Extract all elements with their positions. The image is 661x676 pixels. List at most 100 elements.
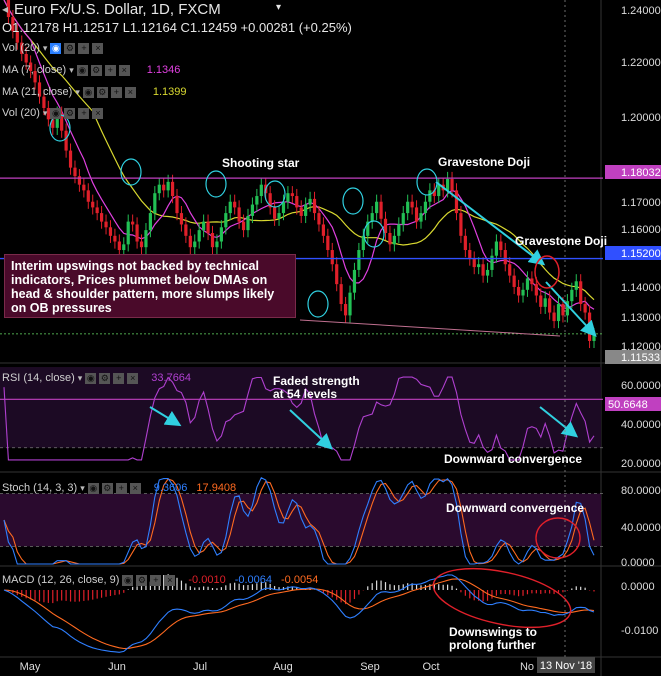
candle-body: [299, 207, 303, 216]
eye-icon[interactable]: ◉: [50, 42, 62, 54]
time-tick-label: No: [520, 661, 534, 673]
candle-body: [401, 213, 405, 225]
gear-icon[interactable]: ⚙: [136, 574, 148, 586]
gear-icon[interactable]: ⚙: [101, 482, 113, 494]
gear-icon[interactable]: ⚙: [96, 86, 108, 98]
close-icon[interactable]: ×: [164, 574, 176, 586]
close-icon[interactable]: ×: [92, 107, 104, 119]
candle-body: [20, 42, 24, 54]
symbol-title[interactable]: Euro Fx/U.S. Dollar, 1D, FXCM: [14, 1, 221, 18]
ma7-legend[interactable]: MA (7, close) ▾ ◉ ⚙ + × 1.1346: [2, 64, 180, 76]
rsi-marker-label: 50.6648: [608, 399, 648, 411]
plus-icon[interactable]: +: [150, 574, 162, 586]
chevron-down-icon[interactable]: ▾: [42, 107, 48, 118]
ma21-label: MA (21, close): [2, 86, 73, 98]
eye-icon[interactable]: ◉: [85, 372, 97, 384]
chevron-down-icon[interactable]: ▾: [69, 64, 74, 75]
candle-body: [534, 284, 538, 296]
rsi-marker-tag: [605, 397, 661, 411]
close-icon[interactable]: ×: [124, 86, 136, 98]
candle-body: [379, 201, 383, 219]
candle-body: [490, 255, 494, 270]
symbol-dropdown-icon[interactable]: ▾: [276, 2, 282, 13]
candle-body: [104, 221, 108, 228]
plus-icon[interactable]: +: [78, 107, 90, 119]
candle-body: [188, 235, 192, 248]
candle-body: [454, 190, 459, 214]
eye-icon[interactable]: ◉: [76, 64, 88, 76]
close-icon[interactable]: ×: [118, 64, 130, 76]
candle-body: [144, 230, 148, 248]
close-icon[interactable]: ×: [129, 482, 141, 494]
rsi-tick-label: 40.0000: [621, 419, 661, 431]
gear-icon[interactable]: ⚙: [99, 372, 111, 384]
candle-body: [512, 275, 516, 287]
macd-line-value: -0.0064: [234, 574, 272, 586]
pattern-circle: [307, 290, 329, 318]
chevron-down-icon[interactable]: ▾: [77, 372, 83, 383]
stoch-d-value: 17.9408: [196, 482, 237, 494]
chevron-down-icon[interactable]: ▾: [75, 86, 80, 97]
rsi-label: RSI (14, close): [2, 372, 75, 384]
candle-body: [281, 201, 286, 214]
eye-icon[interactable]: ◉: [122, 574, 134, 586]
chevron-down-icon[interactable]: ▾: [80, 482, 85, 493]
candle-body: [241, 221, 246, 231]
candle-body: [375, 201, 379, 214]
price-marker-tag: [605, 246, 661, 260]
candle-body: [574, 281, 578, 290]
cursor-date-label: 13 Nov '18: [540, 660, 592, 672]
stoch-legend[interactable]: Stoch (14, 3, 3) ▾ ◉ ⚙ + × 9.3606 17.940…: [2, 482, 236, 494]
macd-tick-label: -0.0100: [621, 625, 658, 637]
rsi-value: 33.7664: [151, 372, 192, 384]
candle-body: [255, 196, 259, 205]
candle-body: [126, 221, 130, 245]
macd-legend[interactable]: MACD (12, 26, close, 9) ◉ ⚙ + × -0.0010 …: [2, 574, 318, 586]
stoch-circle: [535, 517, 581, 559]
vol-legend-1[interactable]: Vol (20) ▾ ◉ ⚙ + ×: [2, 42, 104, 54]
close-icon[interactable]: ×: [92, 42, 104, 54]
eye-icon[interactable]: ◉: [50, 107, 62, 119]
candle-body: [73, 167, 77, 177]
time-axis: May Jun Jul Aug Sep Oct No 13 Nov '18: [20, 0, 595, 673]
eye-icon[interactable]: ◉: [87, 482, 99, 494]
plus-icon[interactable]: +: [110, 86, 122, 98]
candle-body: [250, 204, 255, 216]
chevron-down-icon[interactable]: ▾: [42, 42, 48, 53]
macd-line: [3, 574, 595, 653]
rsi-legend[interactable]: RSI (14, close) ▾ ◉ ⚙ + × 33.7664: [2, 372, 191, 384]
eye-icon[interactable]: ◉: [82, 86, 94, 98]
candle-body: [366, 221, 370, 236]
macd-hist-value: -0.0010: [188, 574, 226, 586]
collapse-icon[interactable]: ◂: [2, 2, 9, 16]
candle-body: [268, 193, 272, 208]
gear-icon[interactable]: ⚙: [64, 42, 76, 54]
stoch-tick-label: 40.0000: [621, 522, 661, 534]
candle-body: [295, 196, 299, 208]
candle-body: [233, 201, 237, 208]
neckline: [299, 319, 561, 337]
candle-body: [494, 241, 499, 256]
price-marker-label: 1.15200: [621, 248, 661, 260]
plus-icon[interactable]: +: [115, 482, 127, 494]
candle-body: [6, 0, 11, 18]
plus-icon[interactable]: +: [78, 42, 90, 54]
plus-icon[interactable]: +: [113, 372, 125, 384]
rsi-line: [3, 376, 595, 461]
time-tick-label: Jun: [108, 661, 126, 673]
close-icon[interactable]: ×: [127, 372, 139, 384]
price-tick-label: 1.16000: [621, 224, 661, 236]
macd-label: MACD (12, 26, close, 9): [2, 574, 120, 586]
plus-icon[interactable]: +: [104, 64, 116, 76]
downward-convergence-label-1: Downward convergence: [444, 452, 583, 466]
stoch-tick-label: 80.0000: [621, 485, 661, 497]
price-tick-label: 1.24000: [621, 5, 661, 17]
chart-header: ◂ Euro Fx/U.S. Dollar, 1D, FXCM ▾: [0, 0, 600, 18]
gear-icon[interactable]: ⚙: [90, 64, 102, 76]
vol-legend-2[interactable]: Vol (20) ▾ ◉ ⚙ + ×: [2, 107, 104, 119]
candle-body: [570, 289, 574, 302]
ma21-legend[interactable]: MA (21, close) ▾ ◉ ⚙ + × 1.1399: [2, 86, 187, 98]
stoch-k-value: 9.3606: [153, 482, 188, 494]
candle-body: [277, 213, 281, 219]
gear-icon[interactable]: ⚙: [64, 107, 76, 119]
